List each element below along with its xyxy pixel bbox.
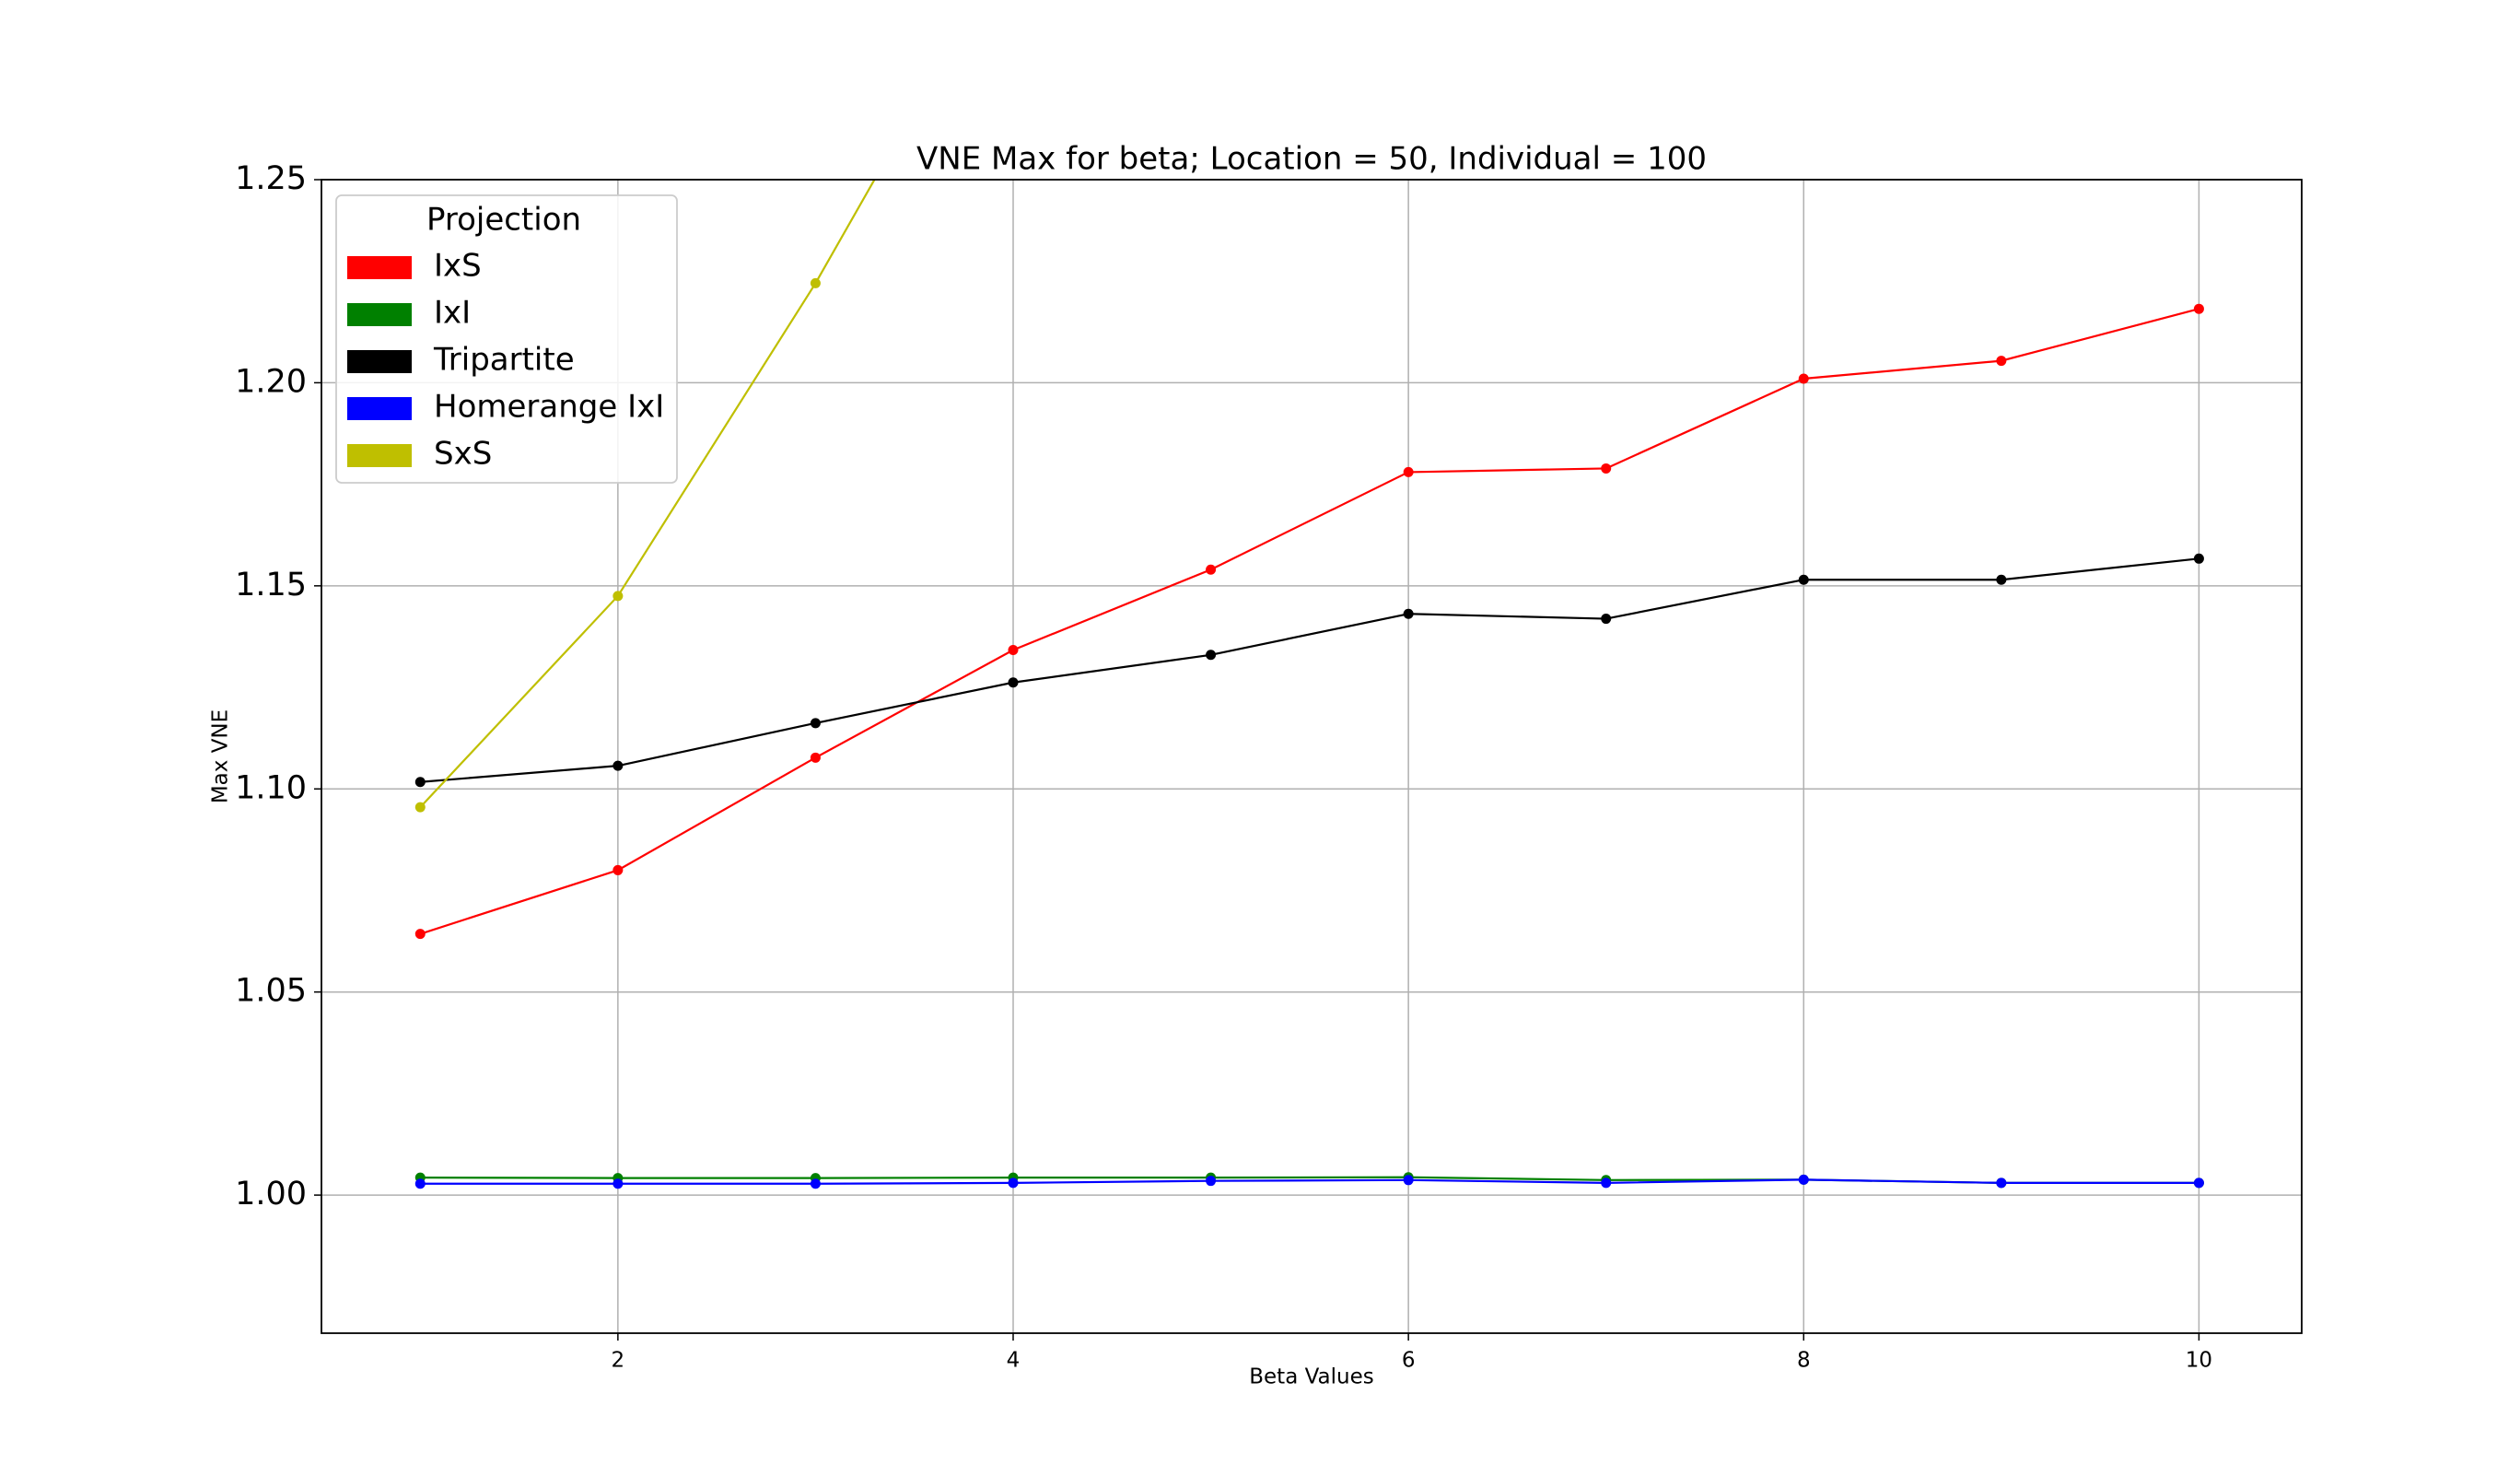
data-point (1206, 564, 1217, 575)
data-point (1798, 1174, 1809, 1185)
legend: Projection IxS IxI Tripartite Homerange IxI S… (335, 194, 678, 484)
x-tick-label: 8 (1797, 1349, 1811, 1373)
legend-title: Projection (426, 202, 581, 239)
data-point (1206, 1176, 1217, 1187)
data-point (414, 929, 426, 940)
y-tick-label: 1.20 (235, 363, 307, 400)
data-point (1601, 1177, 1612, 1189)
y-tick-label: 1.25 (235, 160, 307, 197)
x-tick-label: 6 (1402, 1349, 1416, 1373)
y-tick-label: 1.10 (235, 769, 307, 806)
data-point (612, 591, 624, 602)
data-point (1008, 644, 1019, 655)
x-tick-label: 4 (1007, 1349, 1021, 1373)
legend-label: Homerange IxI (434, 389, 664, 426)
data-point (810, 277, 821, 288)
data-point (1996, 1177, 2007, 1189)
y-tick-label: 1.05 (235, 973, 307, 1010)
x-axis-label: Beta Values (1249, 1365, 1374, 1389)
data-point (1996, 356, 2007, 367)
data-point (1403, 608, 1414, 619)
x-tick-label: 2 (612, 1349, 625, 1373)
data-point (414, 1178, 426, 1189)
legend-label: SxS (434, 436, 492, 473)
series-line (420, 1178, 2199, 1185)
data-point (1008, 1177, 1019, 1189)
data-point (414, 802, 426, 813)
data-point (1403, 1175, 1414, 1186)
data-point (612, 760, 624, 771)
y-axis-label: Max VNE (209, 709, 233, 803)
y-tick-label: 1.15 (235, 567, 307, 603)
ticks: 1.00 1.05 1.10 1.15 1.20 1.25 2 4 6 8 10 (235, 160, 2212, 1373)
data-point (1601, 463, 1612, 474)
data-point (810, 752, 821, 763)
legend-swatch (347, 256, 412, 279)
plot-frame (321, 179, 2303, 1334)
data-point (810, 1178, 821, 1189)
data-point (414, 777, 426, 788)
data-point (1996, 574, 2007, 585)
series-line (420, 557, 2199, 783)
y-tick-label: 1.00 (235, 1176, 307, 1212)
data-point (1206, 650, 1217, 661)
legend-label: IxS (434, 248, 482, 285)
data-point (2193, 303, 2204, 314)
legend-swatch (347, 303, 412, 326)
data-point (1798, 373, 1809, 384)
data-point (1798, 574, 1809, 585)
legend-swatch (347, 444, 412, 467)
series-line (419, 180, 876, 808)
data-point (1601, 614, 1612, 625)
data-point (612, 1178, 624, 1189)
x-tick-label: 10 (2186, 1349, 2212, 1373)
data-point (1008, 677, 1019, 688)
data-point (612, 864, 624, 875)
plot-area (414, 180, 2204, 1189)
chart-title: VNE Max for beta; Location = 50, Individ… (916, 141, 1707, 178)
data-point (2193, 553, 2204, 564)
data-point (810, 718, 821, 729)
legend-label: Tripartite (433, 342, 575, 379)
legend-label: IxI (434, 295, 471, 332)
series-line (419, 308, 2199, 935)
legend-box (335, 194, 678, 484)
data-point (2193, 1177, 2204, 1189)
legend-swatch (347, 397, 412, 420)
data-point (1403, 466, 1414, 477)
legend-swatch (347, 350, 412, 373)
